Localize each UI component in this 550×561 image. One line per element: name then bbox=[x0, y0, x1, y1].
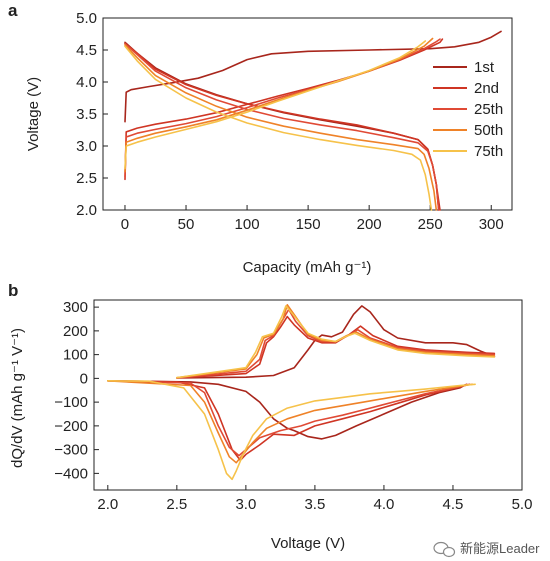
y-tick-label: 4.0 bbox=[76, 74, 97, 91]
series-25th-charge-curve bbox=[176, 308, 496, 379]
y-tick-label: 100 bbox=[63, 347, 88, 364]
series-25th-discharge-curve bbox=[124, 42, 440, 211]
series-75th-charge-curve bbox=[176, 305, 496, 379]
y-tick-label: −200 bbox=[54, 418, 88, 435]
series-2nd-charge-curve bbox=[124, 38, 444, 181]
series-1st-discharge-curve bbox=[107, 380, 465, 440]
panel-a-y-axis-title: Voltage (V) bbox=[25, 77, 42, 151]
x-tick-label: 5.0 bbox=[512, 496, 533, 513]
x-tick-label: 2.0 bbox=[97, 496, 118, 513]
panel-b-letter: b bbox=[8, 281, 18, 300]
series-2nd-charge-curve bbox=[176, 315, 496, 379]
y-tick-label: 300 bbox=[63, 299, 88, 316]
x-tick-label: 300 bbox=[479, 216, 504, 233]
watermark: 新能源Leader bbox=[433, 541, 540, 558]
x-tick-label: 200 bbox=[357, 216, 382, 233]
y-tick-label: 0 bbox=[80, 370, 88, 387]
x-tick-label: 250 bbox=[418, 216, 443, 233]
legend-label-75th: 75th bbox=[474, 143, 503, 160]
panel-b-x-ticks: 2.0 2.5 3.0 3.5 4.0 4.5 5.0 bbox=[97, 485, 532, 513]
panel-b-curves bbox=[107, 304, 496, 481]
x-tick-label: 150 bbox=[296, 216, 321, 233]
x-tick-label: 3.5 bbox=[304, 496, 325, 513]
x-tick-label: 0 bbox=[121, 216, 129, 233]
panel-a-legend: 1st 2nd 25th 50th 75th bbox=[433, 59, 503, 160]
series-50th-discharge-curve bbox=[124, 44, 438, 211]
panel-b: 2.0 2.5 3.0 3.5 4.0 4.5 5.0 −400 −300 −200 −100 0 1… bbox=[9, 299, 532, 552]
series-75th-charge-curve bbox=[124, 40, 427, 170]
watermark-text: 新能源Leader bbox=[460, 541, 540, 556]
y-tick-label: 3.0 bbox=[76, 138, 97, 155]
panel-a-letter: a bbox=[8, 1, 18, 20]
y-tick-label: 200 bbox=[63, 323, 88, 340]
series-50th-charge-curve bbox=[176, 304, 496, 379]
legend-label-2nd: 2nd bbox=[474, 80, 499, 97]
y-tick-label: −100 bbox=[54, 394, 88, 411]
panel-a: 0 50 100 150 200 250 300 2.0 2.5 3.0 3.5 4.0 4.5 5.0… bbox=[25, 10, 513, 276]
series-1st-charge-curve bbox=[124, 30, 502, 123]
panel-a-x-axis-title: Capacity (mAh g⁻¹) bbox=[243, 259, 372, 276]
legend-label-1st: 1st bbox=[474, 59, 495, 76]
wechat-icon bbox=[433, 541, 456, 558]
series-75th-discharge-curve bbox=[107, 380, 476, 481]
panel-a-x-ticks: 0 50 100 150 200 250 300 bbox=[121, 205, 504, 233]
series-1st-charge-curve bbox=[176, 305, 496, 379]
y-tick-label: −300 bbox=[54, 442, 88, 459]
series-2nd-discharge-curve bbox=[107, 380, 468, 462]
legend-label-50th: 50th bbox=[474, 122, 503, 139]
x-tick-label: 4.5 bbox=[443, 496, 464, 513]
series-50th-charge-curve bbox=[124, 37, 434, 173]
panel-b-x-axis-title: Voltage (V) bbox=[271, 535, 345, 552]
panel-a-y-ticks: 2.0 2.5 3.0 3.5 4.0 4.5 5.0 bbox=[76, 10, 108, 219]
series-25th-discharge-curve bbox=[107, 380, 471, 457]
x-tick-label: 4.0 bbox=[374, 496, 395, 513]
legend-label-25th: 25th bbox=[474, 101, 503, 118]
y-tick-label: 5.0 bbox=[76, 10, 97, 27]
series-50th-discharge-curve bbox=[107, 380, 474, 464]
panel-b-frame bbox=[93, 299, 523, 491]
y-tick-label: −400 bbox=[54, 465, 88, 482]
y-tick-label: 4.5 bbox=[76, 42, 97, 59]
x-tick-label: 50 bbox=[178, 216, 195, 233]
series-75th-discharge-curve bbox=[124, 45, 433, 211]
y-tick-label: 2.0 bbox=[76, 202, 97, 219]
y-tick-label: 3.5 bbox=[76, 106, 97, 123]
x-tick-label: 100 bbox=[235, 216, 260, 233]
x-tick-label: 3.0 bbox=[235, 496, 256, 513]
y-tick-label: 2.5 bbox=[76, 170, 97, 187]
panel-b-y-ticks: −400 −300 −200 −100 0 100 200 300 bbox=[54, 299, 99, 482]
panel-a-curves bbox=[124, 30, 502, 211]
x-tick-label: 2.5 bbox=[166, 496, 187, 513]
series-25th-charge-curve bbox=[124, 38, 441, 178]
panel-b-y-axis-title: dQ/dV (mAh g⁻¹ V⁻¹) bbox=[9, 328, 26, 468]
